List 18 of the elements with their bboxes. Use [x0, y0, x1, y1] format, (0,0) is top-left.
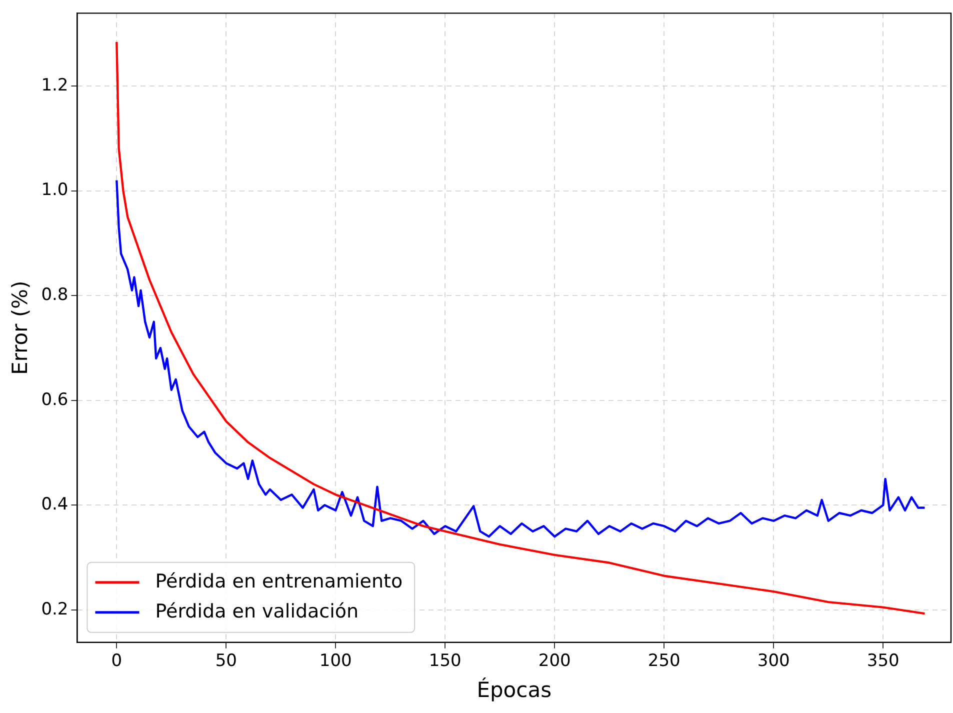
x-tick-label: 300: [757, 651, 790, 672]
x-tick-label: 350: [866, 651, 900, 672]
y-axis-title: Error (%): [8, 280, 32, 375]
x-tick-label: 50: [215, 651, 237, 672]
y-tick-label: 0.8: [41, 285, 68, 305]
x-tick-label: 200: [538, 651, 571, 672]
x-axis-title: Épocas: [476, 676, 552, 702]
y-tick-label: 0.2: [41, 599, 68, 620]
x-tick-label: 0: [111, 651, 122, 672]
y-tick-label: 0.4: [41, 494, 68, 515]
legend-label: Pérdida en entrenamiento: [155, 570, 403, 592]
legend-label: Pérdida en validación: [155, 600, 359, 622]
x-tick-label: 150: [428, 651, 462, 672]
x-tick-label: 100: [319, 651, 352, 672]
y-tick-label: 0.6: [41, 390, 68, 410]
y-tick-label: 1.0: [41, 180, 68, 200]
x-tick-label: 250: [648, 651, 680, 672]
y-tick-label: 1.2: [41, 75, 68, 96]
